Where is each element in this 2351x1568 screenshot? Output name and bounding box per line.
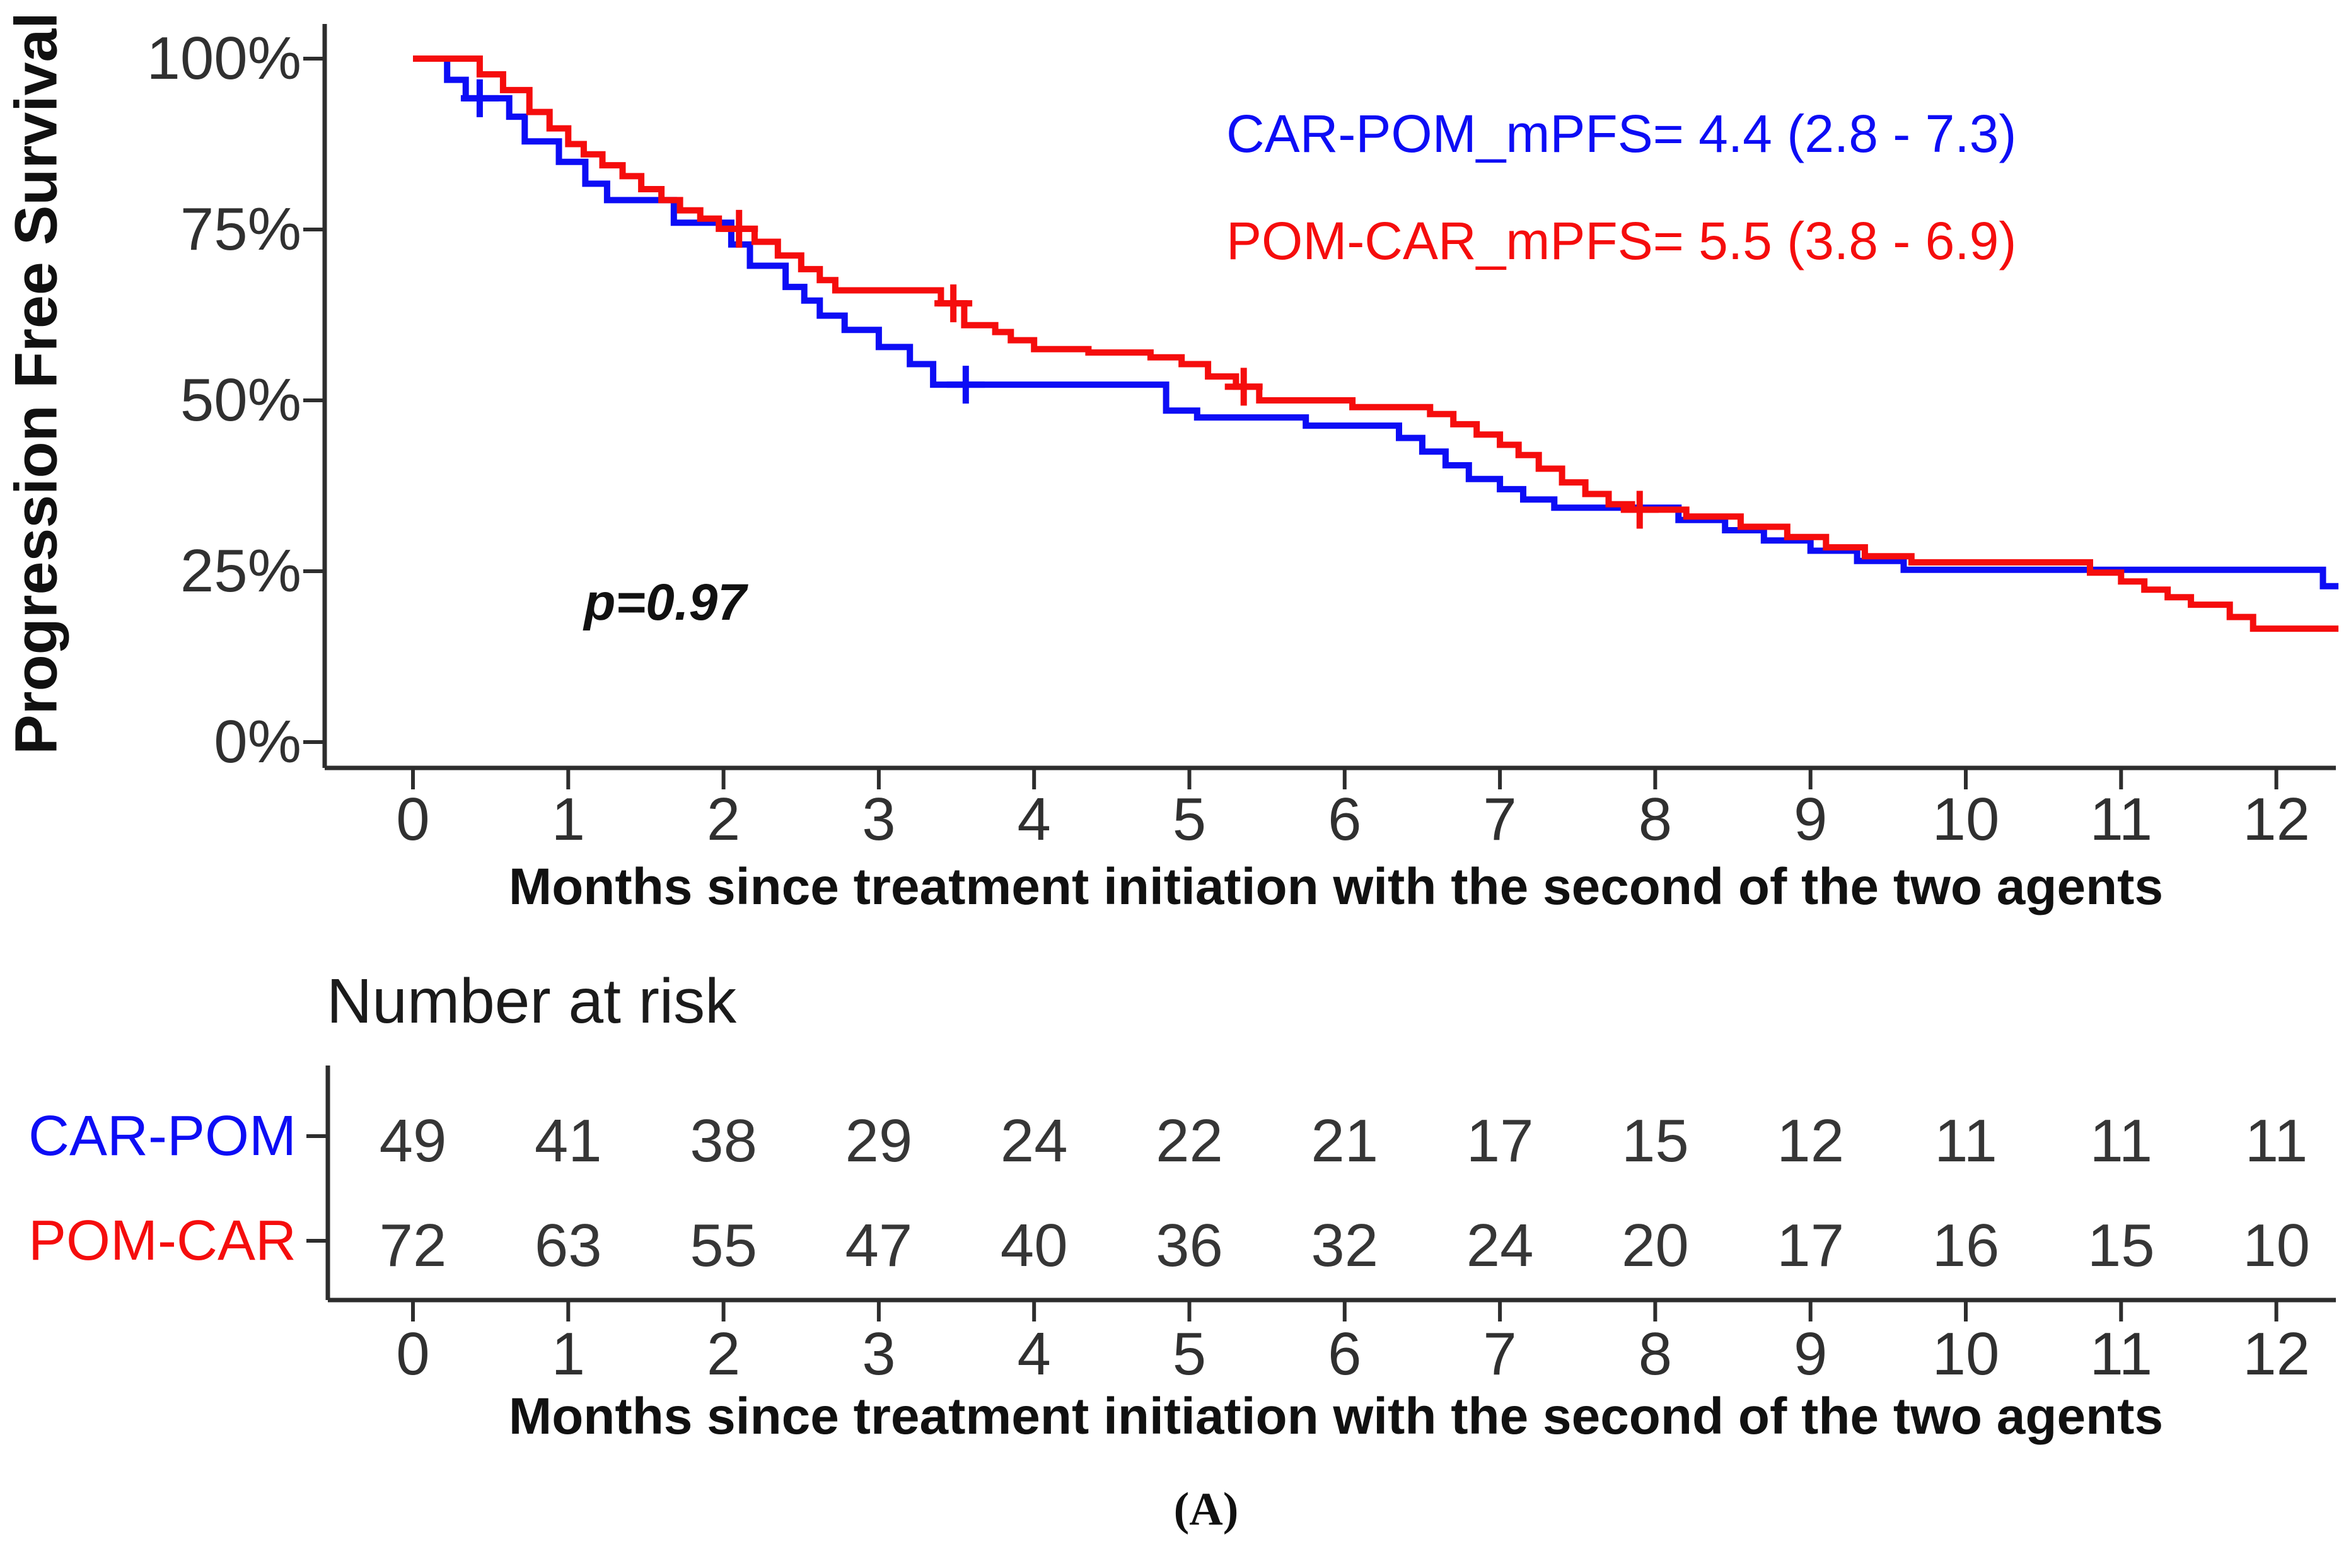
risk-x-tick-label-1: 1 xyxy=(551,1320,585,1388)
risk-row-label-car-pom: CAR-POM xyxy=(28,1105,296,1168)
risk-value-car-pom-m11: 11 xyxy=(2089,1107,2153,1175)
censor-mark-pom-car xyxy=(720,209,758,248)
risk-value-pom-car-m6: 32 xyxy=(1311,1212,1379,1279)
x-tick-label-7: 7 xyxy=(1483,786,1517,853)
risk-value-car-pom-m8: 15 xyxy=(1622,1107,1689,1175)
legend-entry-car-pom: CAR-POM_mPFS= 4.4 (2.8 - 7.3) xyxy=(1226,104,2017,163)
risk-row-label-pom-car: POM-CAR xyxy=(28,1209,296,1272)
risk-value-pom-car-m9: 17 xyxy=(1777,1212,1845,1279)
y-tick-label-0%: 0% xyxy=(214,708,301,775)
p-value-annotation: p=0.97 xyxy=(584,574,746,631)
x-tick-label-12: 12 xyxy=(2243,786,2310,853)
censor-mark-car-pom xyxy=(460,79,499,117)
risk-value-pom-car-m12: 10 xyxy=(2243,1212,2310,1279)
risk-value-pom-car-m0: 72 xyxy=(379,1212,447,1279)
x-tick-label-0: 0 xyxy=(396,786,430,853)
risk-x-tick-label-6: 6 xyxy=(1328,1320,1362,1388)
risk-value-pom-car-m2: 55 xyxy=(690,1212,757,1279)
risk-x-tick-label-4: 4 xyxy=(1017,1320,1051,1388)
x-tick-label-6: 6 xyxy=(1328,786,1362,853)
main-axes xyxy=(303,24,2336,789)
y-tick-label-75%: 75% xyxy=(180,195,301,263)
risk-x-tick-label-7: 7 xyxy=(1483,1320,1517,1388)
risk-value-car-pom-m7: 17 xyxy=(1466,1107,1534,1175)
censor-mark-pom-car xyxy=(1224,368,1263,406)
risk-table-axes xyxy=(306,1066,2336,1321)
risk-x-tick-label-8: 8 xyxy=(1638,1320,1673,1388)
x-axis-title: Months since treatment initiation with t… xyxy=(508,858,2164,915)
risk-value-car-pom-m4: 24 xyxy=(1000,1107,1068,1175)
risk-table-x-axis-title: Months since treatment initiation with t… xyxy=(508,1388,2164,1445)
risk-value-pom-car-m8: 20 xyxy=(1622,1212,1689,1279)
risk-value-car-pom-m5: 22 xyxy=(1156,1107,1223,1175)
risk-value-car-pom-m1: 41 xyxy=(534,1107,602,1175)
risk-x-tick-label-9: 9 xyxy=(1793,1320,1828,1388)
risk-x-tick-label-5: 5 xyxy=(1172,1320,1207,1388)
risk-table-title: Number at risk xyxy=(327,966,737,1037)
risk-value-car-pom-m2: 38 xyxy=(690,1107,757,1175)
risk-value-car-pom-m10: 11 xyxy=(1934,1107,1997,1175)
km-curve-pom-car xyxy=(413,55,2339,632)
risk-x-tick-label-11: 11 xyxy=(2089,1320,2153,1388)
km-curve-car-pom xyxy=(413,55,2339,589)
risk-x-tick-label-0: 0 xyxy=(396,1320,430,1388)
risk-value-car-pom-m12: 11 xyxy=(2244,1107,2308,1175)
panel-caption: (A) xyxy=(1173,1484,1239,1535)
risk-x-tick-label-2: 2 xyxy=(706,1320,741,1388)
risk-value-pom-car-m1: 63 xyxy=(534,1212,602,1279)
risk-value-pom-car-m7: 24 xyxy=(1466,1212,1534,1279)
x-tick-label-5: 5 xyxy=(1172,786,1207,853)
x-tick-label-4: 4 xyxy=(1017,786,1051,853)
risk-value-car-pom-m6: 21 xyxy=(1311,1107,1379,1175)
risk-x-tick-label-3: 3 xyxy=(862,1320,896,1388)
risk-x-tick-label-12: 12 xyxy=(2243,1320,2310,1388)
y-tick-label-50%: 50% xyxy=(180,366,301,434)
legend-entry-pom-car: POM-CAR_mPFS= 5.5 (3.8 - 6.9) xyxy=(1226,211,2017,270)
y-tick-label-25%: 25% xyxy=(180,537,301,605)
risk-value-car-pom-m0: 49 xyxy=(379,1107,447,1175)
censor-mark-car-pom xyxy=(946,366,985,404)
x-tick-label-11: 11 xyxy=(2089,786,2153,853)
y-tick-label-100%: 100% xyxy=(146,25,301,92)
x-tick-label-1: 1 xyxy=(551,786,585,853)
x-tick-label-9: 9 xyxy=(1793,786,1828,853)
risk-value-car-pom-m3: 29 xyxy=(845,1107,913,1175)
risk-value-pom-car-m11: 15 xyxy=(2087,1212,2155,1279)
risk-value-pom-car-m5: 36 xyxy=(1156,1212,1223,1279)
risk-value-pom-car-m4: 40 xyxy=(1000,1212,1068,1279)
risk-value-pom-car-m3: 47 xyxy=(845,1212,913,1279)
x-tick-label-8: 8 xyxy=(1638,786,1673,853)
risk-value-pom-car-m10: 16 xyxy=(1932,1212,2000,1279)
censor-mark-pom-car xyxy=(1620,491,1659,529)
x-tick-label-2: 2 xyxy=(706,786,741,853)
risk-value-car-pom-m9: 12 xyxy=(1777,1107,1845,1175)
x-tick-label-10: 10 xyxy=(1932,786,2000,853)
censor-mark-pom-car xyxy=(934,284,973,323)
x-tick-label-3: 3 xyxy=(862,786,896,853)
risk-x-tick-label-10: 10 xyxy=(1932,1320,2000,1388)
